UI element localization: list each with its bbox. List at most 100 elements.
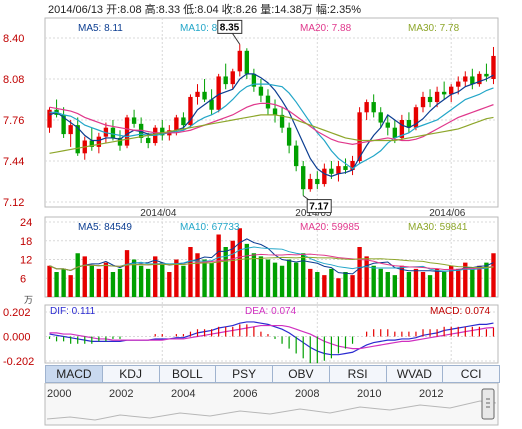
candle-body <box>265 95 271 109</box>
timeline-navigator[interactable]: 2000 2002 2004 2006 2008 2010 2012 <box>0 383 522 429</box>
volume-bar <box>68 275 73 297</box>
timeline-sparkline <box>46 400 497 421</box>
candle-body <box>272 108 278 115</box>
volume-bar <box>364 256 369 297</box>
timeline-year-label: 2008 <box>295 388 319 400</box>
tab-cci[interactable]: CCI <box>442 365 500 383</box>
volume-bar <box>272 262 278 297</box>
macd-label: MACD: 0.074 <box>430 306 490 317</box>
volume-bar <box>315 272 320 297</box>
candle-body <box>315 178 320 185</box>
tab-obv[interactable]: OBV <box>272 365 330 383</box>
candle-body <box>237 50 242 72</box>
price-tick-label: 8.40 <box>3 33 24 45</box>
high-price-label: 8.35 <box>220 22 240 33</box>
volume-bar <box>188 247 193 297</box>
candle-body <box>385 122 390 128</box>
volume-bar <box>329 268 334 297</box>
candle-body <box>392 127 398 138</box>
volume-bar <box>202 259 207 297</box>
volume-bar <box>385 272 390 297</box>
volume-bar <box>195 253 200 297</box>
candle-body <box>131 117 137 124</box>
volume-bar <box>75 253 80 297</box>
volume-legend-item: MA20: 59985 <box>300 222 360 233</box>
volume-legend-item: MA30: 59841 <box>408 222 468 233</box>
volume-bar <box>82 256 87 297</box>
volume-bar <box>399 265 405 297</box>
candle-body <box>420 96 426 108</box>
candle-body <box>174 117 179 131</box>
price-legend-item: MA30: 7.78 <box>408 23 460 34</box>
tab-rsi[interactable]: RSI <box>328 365 387 383</box>
volume-bar <box>160 262 165 297</box>
tab-kdj[interactable]: KDJ <box>101 365 160 383</box>
volume-bar <box>293 262 299 297</box>
macd-histogram <box>48 324 495 364</box>
volume-bar <box>441 272 447 297</box>
macd-panel-frame <box>44 304 499 364</box>
volume-tick-label: 12 <box>20 255 32 267</box>
price-legend-item: MA20: 7.88 <box>300 23 352 34</box>
timeline-years: 2000 2002 2004 2006 2008 2010 2012 <box>47 388 443 400</box>
candle-body <box>223 76 228 85</box>
volume-bar <box>89 265 94 297</box>
timeline-handle-right[interactable] <box>481 388 495 420</box>
ma5-line <box>49 73 494 178</box>
macd-tick-label: 0.000 <box>3 332 31 344</box>
candle-body <box>329 168 334 174</box>
volume-bar <box>322 275 327 297</box>
volume-bar <box>286 259 292 297</box>
candle-body <box>371 102 376 113</box>
candle-body <box>477 73 482 85</box>
volume-unit-label: 万 <box>24 295 33 305</box>
macd-tick-label: 0.202 <box>3 307 31 319</box>
volume-bar <box>47 265 52 297</box>
tab-boll[interactable]: BOLL <box>158 365 217 383</box>
volume-bar <box>237 228 242 297</box>
timeline-year-label: 2010 <box>357 388 381 400</box>
volume-tick-label: 18 <box>20 236 32 248</box>
low-callout-box <box>306 199 332 214</box>
candle-body <box>456 81 461 87</box>
volume-bar <box>251 253 257 297</box>
dea-label: DEA: 0.074 <box>245 306 297 317</box>
quote-summary: 2014/06/13 开:8.08 高:8.33 低:8.04 收:8.26 量… <box>48 4 362 16</box>
volume-bar <box>357 247 362 297</box>
price-tick-label: 7.76 <box>3 115 24 127</box>
moving-average-lines <box>49 73 494 356</box>
volume-bar <box>392 275 398 297</box>
volume-bar <box>209 262 214 297</box>
volume-bar <box>244 243 250 297</box>
dea-line <box>49 324 494 350</box>
candle-body <box>434 91 440 103</box>
volume-ma-line <box>49 256 494 271</box>
candle-body <box>230 71 235 85</box>
volume-bars <box>47 228 496 297</box>
volume-bar <box>434 268 440 297</box>
price-legend-item: MA5: 8.11 <box>78 23 123 34</box>
volume-bar <box>343 272 348 297</box>
volume-legend-item: MA5: 84549 <box>78 222 132 233</box>
chart-labels: 8.40 8.08 7.76 7.44 7.12 2014/04 2014/05 2014/0… <box>3 19 490 365</box>
candle-body <box>258 86 264 96</box>
candle-body <box>160 127 165 136</box>
volume-bar <box>308 268 313 297</box>
volume-bar <box>230 240 235 297</box>
volume-bar <box>258 256 264 297</box>
tab-macd[interactable]: MACD <box>45 365 103 383</box>
tab-psy[interactable]: PSY <box>215 365 273 383</box>
price-tick-label: 7.44 <box>3 156 24 168</box>
candle-body <box>406 120 412 128</box>
volume-bar <box>181 265 186 297</box>
volume-bar <box>350 275 355 297</box>
price-tick-label: 7.12 <box>3 197 24 209</box>
candle-body <box>244 50 250 74</box>
volume-bar <box>223 247 228 297</box>
candle-body <box>463 76 468 82</box>
month-tick-label: 2014/06 <box>429 208 466 219</box>
volume-bar <box>406 272 412 297</box>
tab-wvad[interactable]: WVAD <box>385 365 444 383</box>
volume-bar <box>174 259 179 297</box>
ma10-line <box>49 83 494 170</box>
